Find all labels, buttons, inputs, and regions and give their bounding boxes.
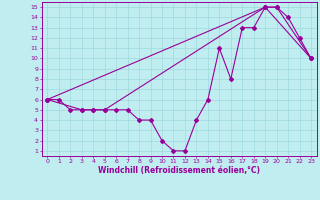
- X-axis label: Windchill (Refroidissement éolien,°C): Windchill (Refroidissement éolien,°C): [98, 166, 260, 175]
